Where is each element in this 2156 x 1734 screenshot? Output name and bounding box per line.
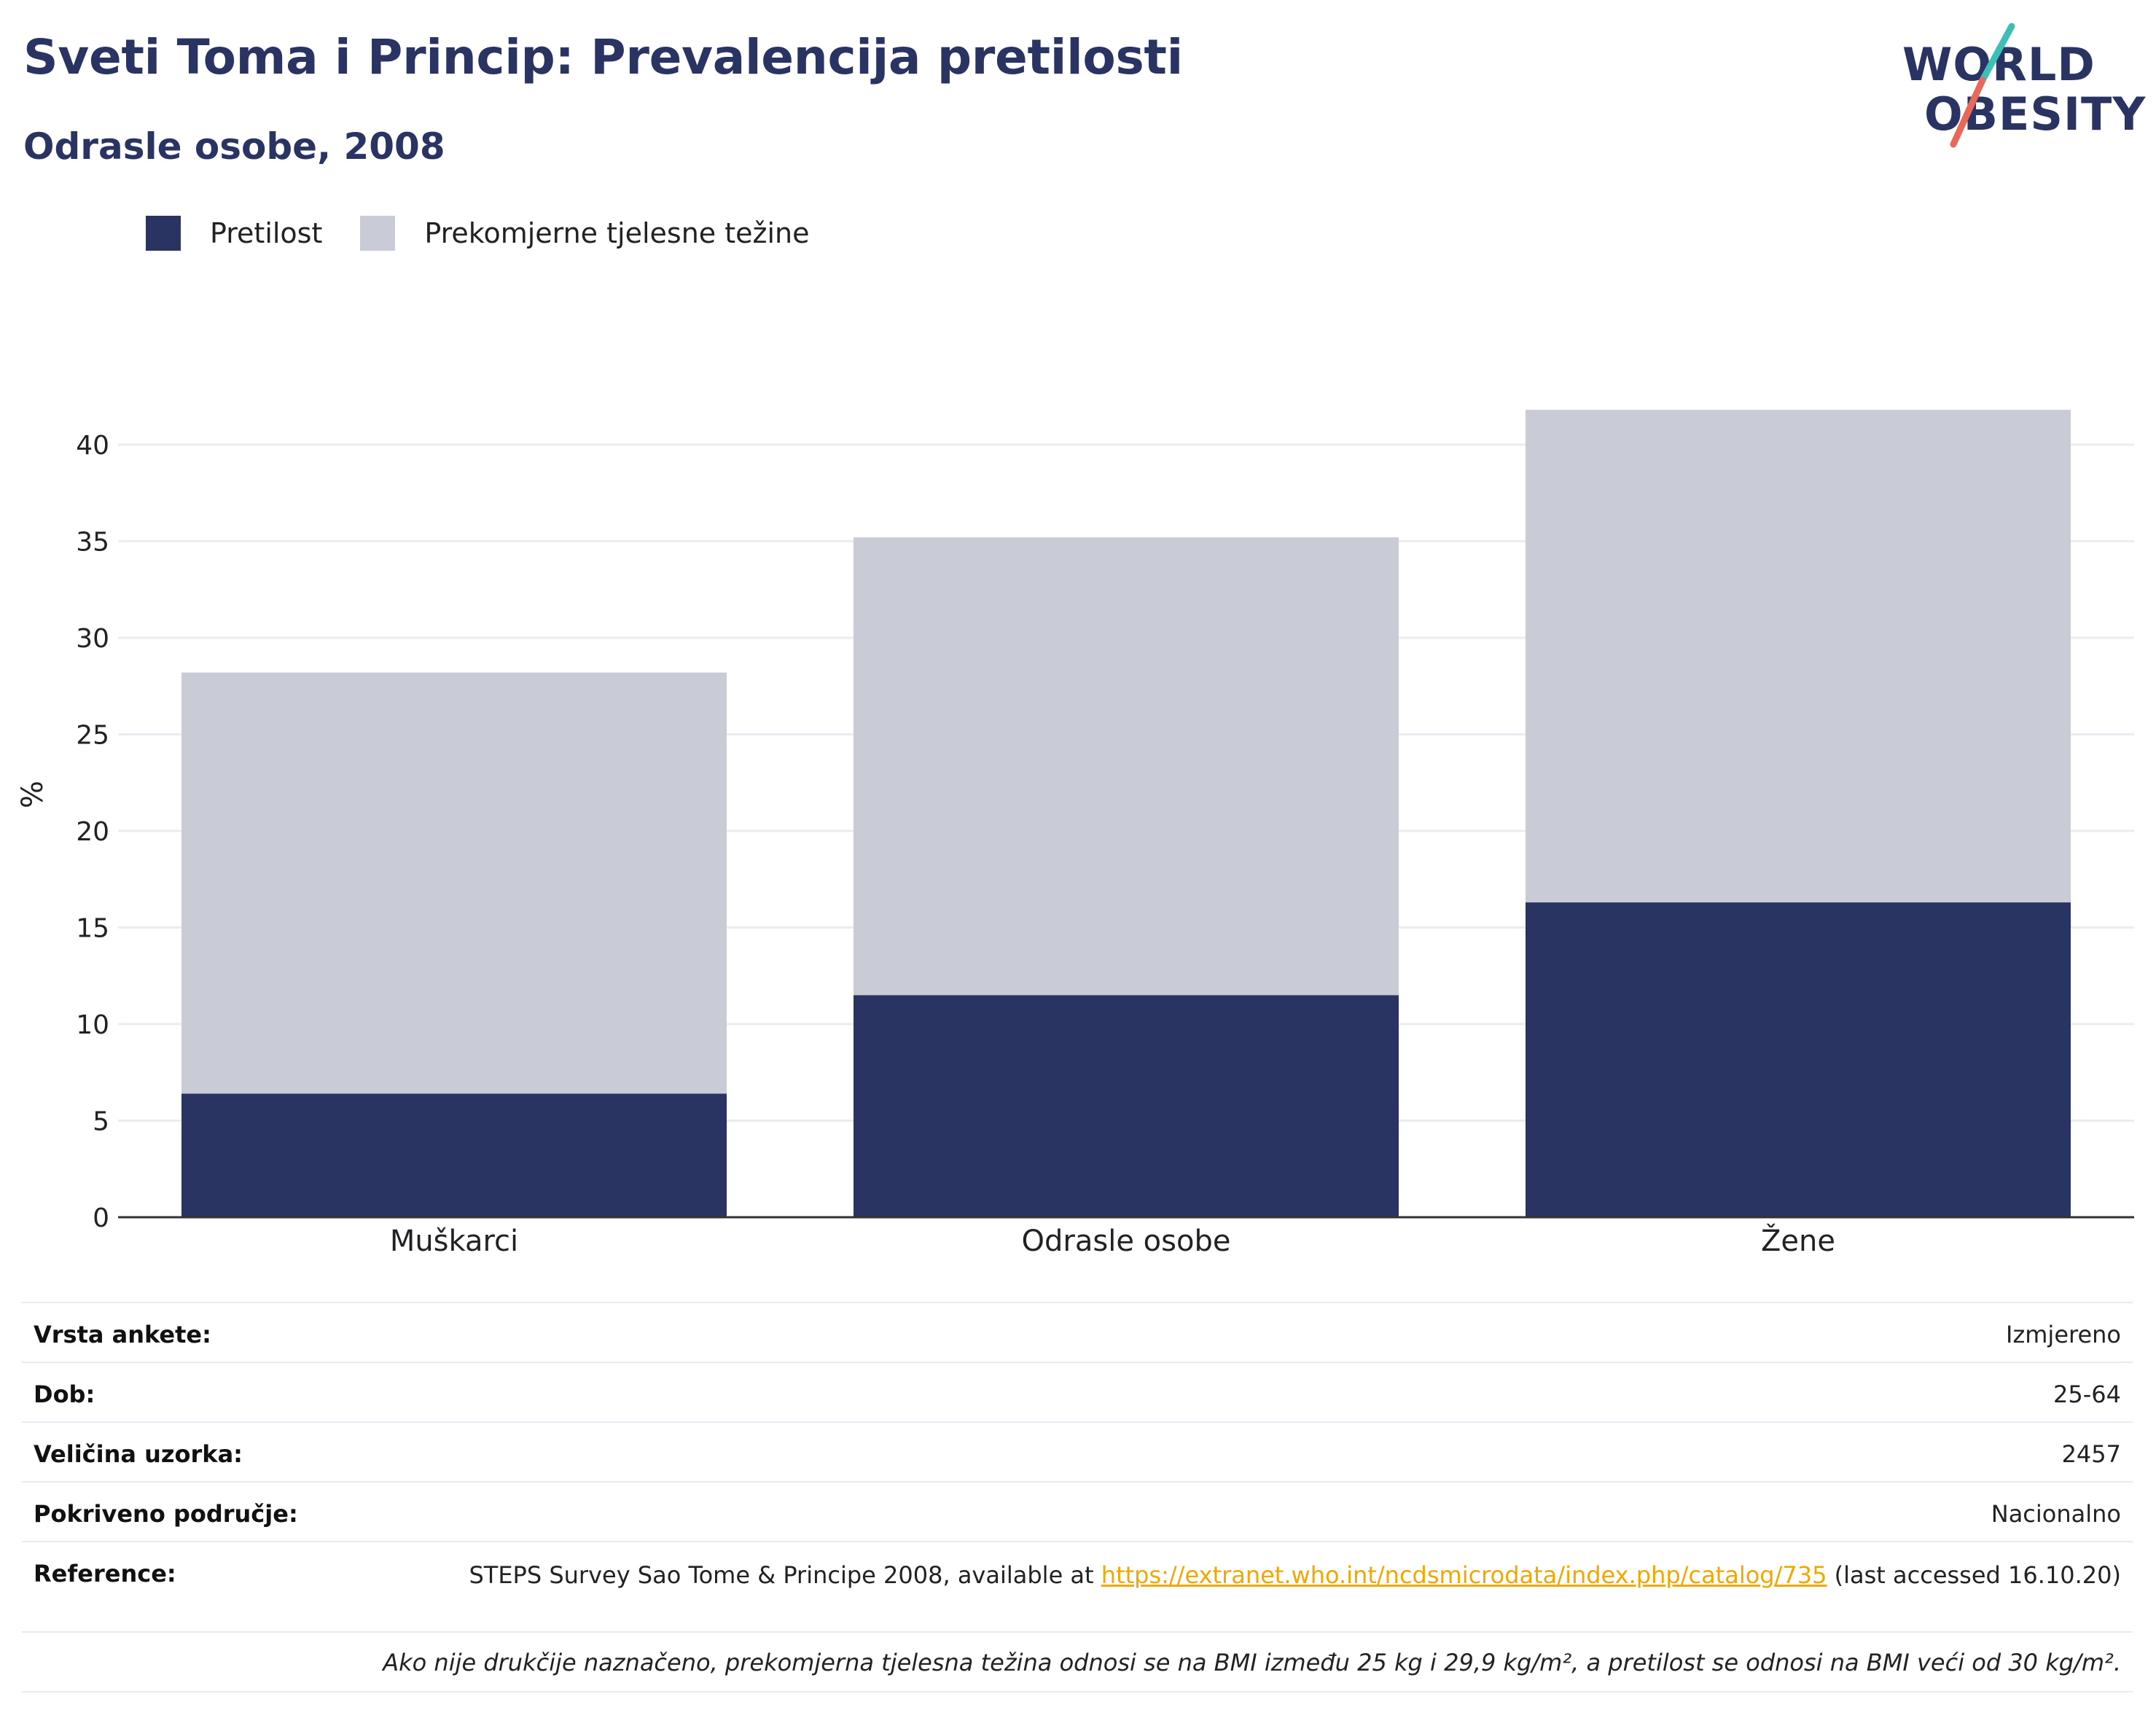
x-tick-label: Muškarci: [390, 1225, 518, 1258]
info-value: Izmjereno: [331, 1302, 2133, 1362]
chart-title: Sveti Toma i Princip: Prevalencija preti…: [23, 29, 1183, 85]
bar-pretilost-1: [854, 995, 1399, 1217]
x-tick-label: Odrasle osobe: [1022, 1225, 1231, 1258]
world-obesity-logo: WORLD OBESITY: [1902, 22, 2145, 153]
chart-subtitle: Odrasle osobe, 2008: [23, 125, 445, 168]
info-label: Reference:: [22, 1541, 332, 1632]
y-tick-label: 5: [93, 1107, 109, 1137]
info-value: 2457: [331, 1421, 2133, 1482]
chart-legend: Pretilost Prekomjerne tjelesne težine: [146, 216, 848, 251]
legend-item-prekomjerne: Prekomjerne tjelesne težine: [360, 216, 810, 251]
reference-text: STEPS Survey Sao Tome & Principe 2008, a…: [469, 1561, 1101, 1589]
reference-value: STEPS Survey Sao Tome & Principe 2008, a…: [331, 1541, 2133, 1632]
info-row-reference: Reference: STEPS Survey Sao Tome & Princ…: [22, 1541, 2133, 1632]
x-tick-label: Žene: [1761, 1223, 1835, 1258]
stacked-bar-chart: 0 5 10 15 20 25 30 35 40 Muškarci Odrasle osobe Že…: [16, 410, 2134, 1258]
y-tick-label: 0: [93, 1203, 109, 1233]
y-tick-label: 25: [76, 721, 109, 751]
y-tick-label: 35: [76, 528, 109, 558]
legend-swatch-prekomjerne: [360, 216, 396, 251]
info-row-sample-size: Veličina uzorka: 2457: [22, 1421, 2133, 1482]
y-tick-label: 15: [76, 914, 109, 944]
bars: [181, 410, 2071, 1217]
info-label: Vrsta ankete:: [22, 1302, 332, 1362]
info-value: 25-64: [331, 1362, 2133, 1422]
legend-label-prekomjerne: Prekomjerne tjelesne težine: [424, 217, 810, 249]
reference-link[interactable]: https://extranet.who.int/ncdsmicrodata/i…: [1101, 1561, 1827, 1589]
legend-label-pretilost: Pretilost: [210, 217, 323, 249]
info-row-age: Dob: 25-64: [22, 1362, 2133, 1422]
y-tick-label: 20: [76, 817, 109, 847]
y-axis-label: %: [16, 781, 50, 808]
info-row-coverage: Pokriveno područje: Nacionalno: [22, 1481, 2133, 1542]
info-label: Pokriveno područje:: [22, 1481, 332, 1542]
definition-note: Ako nije drukčije naznačeno, prekomjerna…: [22, 1631, 2133, 1692]
logo-slash-icon: [1950, 23, 2015, 148]
x-axis-ticks: Muškarci Odrasle osobe Žene: [390, 1223, 1835, 1258]
bar-prekomjerne-1: [854, 537, 1399, 996]
bar-prekomjerne-2: [1526, 410, 2071, 903]
info-label: Veličina uzorka:: [22, 1421, 332, 1482]
y-axis-ticks: 0 5 10 15 20 25 30 35 40: [76, 431, 109, 1233]
bar-pretilost-2: [1526, 902, 2071, 1217]
survey-info-table: Vrsta ankete: Izmjereno Dob: 25-64 Velič…: [22, 1302, 2133, 1692]
y-tick-label: 30: [76, 624, 109, 654]
bar-pretilost-0: [181, 1093, 727, 1217]
y-tick-label: 40: [76, 431, 109, 461]
info-row-note: Ako nije drukčije naznačeno, prekomjerna…: [22, 1631, 2133, 1692]
legend-swatch-pretilost: [146, 216, 181, 251]
info-value: Nacionalno: [331, 1481, 2133, 1542]
legend-item-pretilost: Pretilost: [146, 216, 322, 251]
info-label: Dob:: [22, 1362, 332, 1422]
y-tick-label: 10: [76, 1010, 109, 1040]
info-row-survey-type: Vrsta ankete: Izmjereno: [22, 1302, 2133, 1362]
reference-text-after: (last accessed 16.10.20): [1827, 1561, 2121, 1589]
bar-prekomjerne-0: [181, 672, 727, 1094]
